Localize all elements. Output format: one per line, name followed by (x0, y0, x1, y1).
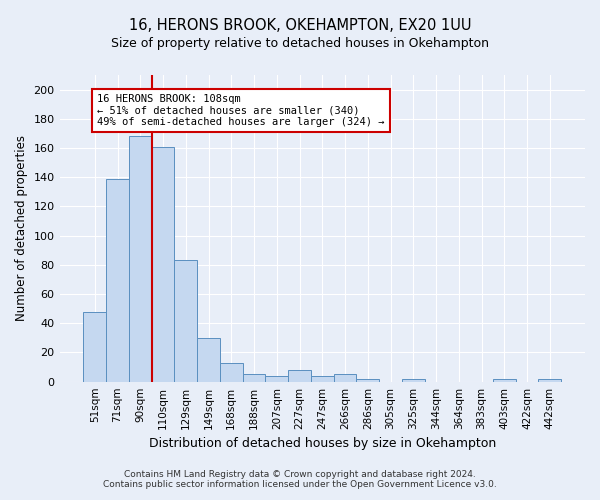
Bar (288, 370, 311, 382)
Bar (197, 338, 220, 382)
Bar (220, 362, 242, 382)
Text: Size of property relative to detached houses in Okehampton: Size of property relative to detached ho… (111, 38, 489, 51)
X-axis label: Distribution of detached houses by size in Okehampton: Distribution of detached houses by size … (149, 437, 496, 450)
Text: 16 HERONS BROOK: 108sqm
← 51% of detached houses are smaller (340)
49% of semi-d: 16 HERONS BROOK: 108sqm ← 51% of detache… (97, 94, 385, 127)
Y-axis label: Number of detached properties: Number of detached properties (15, 136, 28, 322)
Bar (106, 178, 129, 382)
Bar (129, 136, 152, 382)
Text: Contains HM Land Registry data © Crown copyright and database right 2024.
Contai: Contains HM Land Registry data © Crown c… (103, 470, 497, 489)
Bar (175, 260, 197, 382)
Bar (538, 379, 561, 382)
Bar (311, 376, 334, 382)
Bar (152, 146, 175, 382)
Bar (493, 379, 515, 382)
Bar (83, 312, 106, 382)
Bar (242, 374, 265, 382)
Bar (402, 379, 425, 382)
Text: 16, HERONS BROOK, OKEHAMPTON, EX20 1UU: 16, HERONS BROOK, OKEHAMPTON, EX20 1UU (129, 18, 471, 32)
Bar (356, 379, 379, 382)
Bar (334, 374, 356, 382)
Bar (265, 376, 288, 382)
